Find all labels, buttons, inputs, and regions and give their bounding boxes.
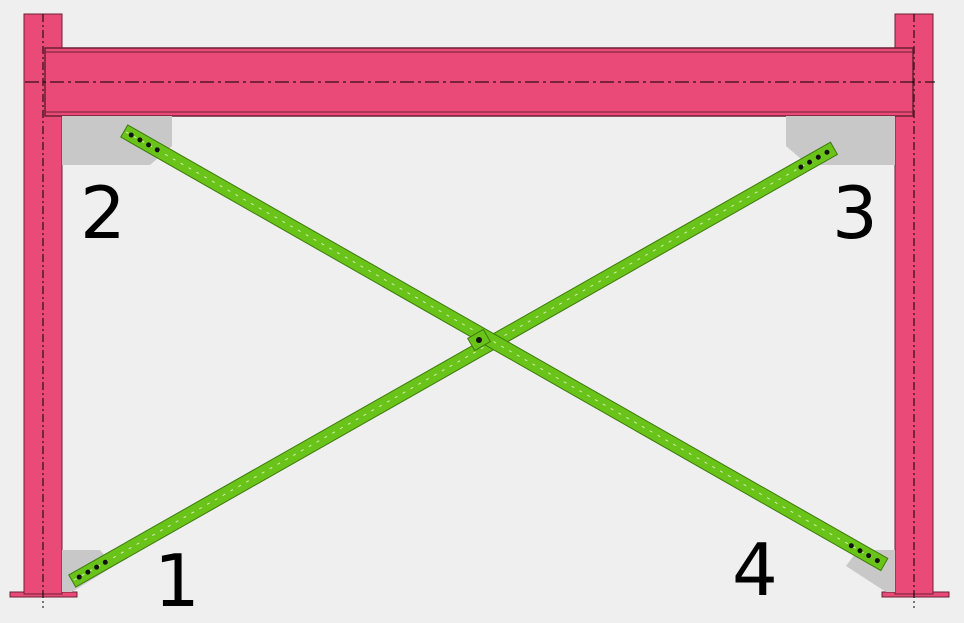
brace-2-4 <box>120 124 889 572</box>
top-beam <box>25 47 935 117</box>
label-connection-3: 3 <box>832 171 878 255</box>
label-connection-2: 2 <box>80 171 126 255</box>
brace-1-3 <box>68 141 839 588</box>
right-column <box>894 13 934 608</box>
gusset-plate-top-left <box>62 116 172 165</box>
center-connection <box>467 328 491 352</box>
label-connection-4: 4 <box>732 528 778 612</box>
label-connection-1: 1 <box>154 539 200 623</box>
